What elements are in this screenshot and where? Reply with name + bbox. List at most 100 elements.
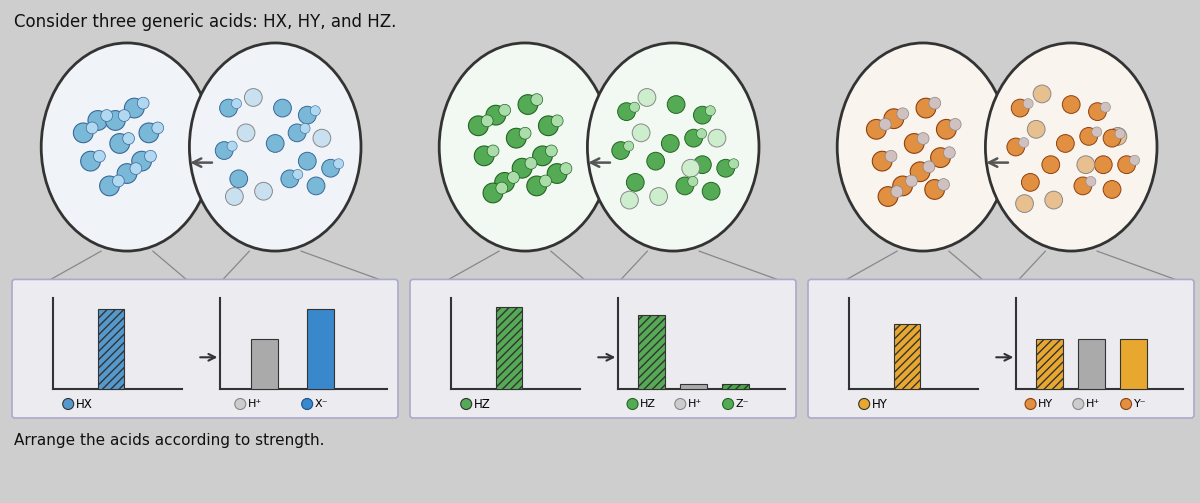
Circle shape: [526, 157, 536, 169]
Circle shape: [88, 111, 108, 130]
Circle shape: [929, 97, 941, 109]
Text: HZ: HZ: [474, 397, 491, 410]
Circle shape: [1042, 156, 1060, 174]
Circle shape: [113, 175, 125, 187]
Circle shape: [1088, 103, 1106, 121]
Bar: [680, 384, 707, 389]
Circle shape: [494, 173, 515, 192]
Circle shape: [649, 188, 667, 205]
Circle shape: [618, 103, 636, 121]
Circle shape: [215, 142, 233, 159]
Circle shape: [293, 170, 302, 180]
Circle shape: [859, 398, 870, 409]
Circle shape: [137, 97, 149, 109]
Circle shape: [73, 123, 94, 143]
Circle shape: [484, 183, 503, 203]
Circle shape: [245, 89, 263, 106]
Circle shape: [62, 398, 73, 409]
Circle shape: [100, 176, 119, 196]
Circle shape: [872, 151, 892, 171]
Circle shape: [527, 176, 546, 196]
Circle shape: [626, 174, 644, 191]
Circle shape: [1012, 99, 1030, 117]
Circle shape: [716, 159, 734, 177]
Circle shape: [1109, 127, 1127, 145]
Bar: [638, 315, 665, 389]
Circle shape: [937, 179, 949, 191]
Circle shape: [560, 162, 572, 175]
Circle shape: [110, 134, 130, 153]
Circle shape: [227, 141, 238, 151]
Circle shape: [1100, 102, 1110, 112]
Circle shape: [706, 106, 715, 116]
Bar: [98, 309, 125, 389]
Circle shape: [322, 159, 340, 177]
Circle shape: [1073, 398, 1084, 409]
Circle shape: [512, 158, 532, 178]
Circle shape: [487, 145, 499, 157]
Circle shape: [266, 135, 284, 152]
Circle shape: [694, 156, 712, 174]
Circle shape: [1025, 398, 1036, 409]
Circle shape: [334, 159, 343, 169]
Circle shape: [1117, 156, 1135, 174]
Circle shape: [546, 145, 557, 157]
Circle shape: [688, 177, 698, 187]
Circle shape: [299, 106, 316, 124]
Circle shape: [530, 94, 542, 106]
Circle shape: [620, 191, 638, 209]
Circle shape: [925, 180, 944, 199]
Circle shape: [300, 123, 310, 133]
Circle shape: [917, 133, 929, 144]
Circle shape: [866, 119, 886, 139]
Text: HZ: HZ: [640, 399, 656, 409]
Text: HY: HY: [871, 397, 888, 410]
Text: HX: HX: [76, 397, 92, 410]
Circle shape: [630, 102, 640, 112]
Text: H⁺: H⁺: [247, 399, 262, 409]
Circle shape: [518, 95, 538, 114]
Circle shape: [612, 142, 630, 159]
Circle shape: [1033, 85, 1051, 103]
Circle shape: [1056, 135, 1074, 152]
Circle shape: [682, 159, 700, 177]
Bar: [1120, 339, 1146, 389]
Circle shape: [499, 104, 511, 116]
Circle shape: [890, 186, 902, 198]
Circle shape: [132, 151, 151, 171]
Circle shape: [1019, 137, 1028, 147]
Ellipse shape: [588, 43, 760, 251]
FancyBboxPatch shape: [808, 279, 1194, 418]
Text: Z⁻: Z⁻: [736, 399, 749, 409]
Circle shape: [508, 172, 520, 184]
Circle shape: [288, 124, 306, 142]
Circle shape: [496, 182, 508, 194]
Circle shape: [906, 175, 917, 187]
Circle shape: [694, 106, 712, 124]
Circle shape: [122, 133, 134, 144]
Text: Y⁻: Y⁻: [1134, 399, 1146, 409]
Circle shape: [299, 152, 316, 170]
Circle shape: [661, 135, 679, 152]
Circle shape: [702, 183, 720, 200]
Circle shape: [708, 129, 726, 147]
Circle shape: [506, 128, 526, 148]
Circle shape: [254, 183, 272, 200]
Circle shape: [235, 398, 246, 409]
Ellipse shape: [190, 43, 361, 251]
Circle shape: [936, 119, 956, 139]
Circle shape: [638, 89, 656, 106]
Circle shape: [118, 163, 137, 184]
Circle shape: [1086, 177, 1096, 187]
Circle shape: [307, 177, 325, 195]
Circle shape: [230, 170, 247, 188]
Circle shape: [1045, 191, 1062, 209]
Text: X⁻: X⁻: [314, 399, 328, 409]
Circle shape: [1115, 129, 1126, 139]
Circle shape: [674, 398, 686, 409]
Circle shape: [632, 124, 650, 142]
Text: H⁺: H⁺: [1086, 399, 1100, 409]
Circle shape: [905, 134, 924, 153]
Circle shape: [1080, 127, 1098, 145]
Circle shape: [119, 110, 130, 121]
